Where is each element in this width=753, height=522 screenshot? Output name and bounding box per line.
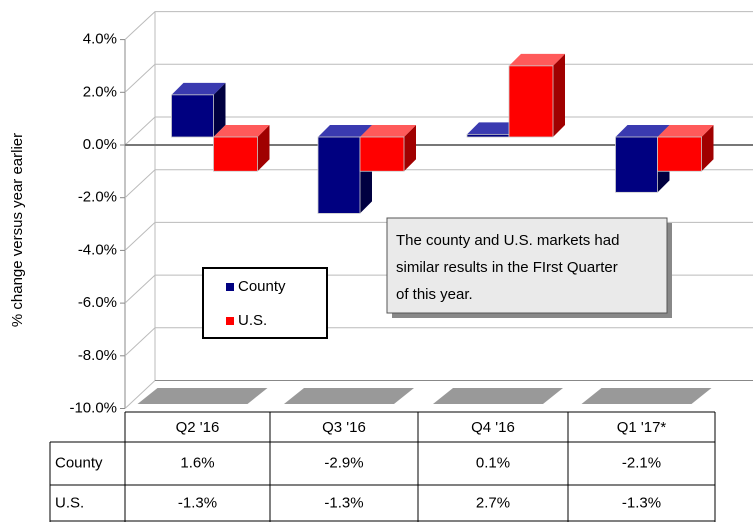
x-tick-label: Q2 '16 bbox=[176, 419, 220, 436]
table-row-label: County bbox=[55, 454, 103, 471]
y-tick-label: 0.0% bbox=[83, 136, 117, 153]
annotation-text: similar results in the FIrst Quarter bbox=[396, 259, 618, 276]
bar-top bbox=[360, 125, 416, 137]
bar-top bbox=[615, 125, 670, 137]
bar bbox=[359, 125, 416, 172]
bar-front bbox=[171, 94, 214, 138]
y-tick-label: 2.0% bbox=[83, 83, 117, 100]
annotation-text: The county and U.S. markets had bbox=[396, 232, 619, 249]
bar-side bbox=[404, 125, 416, 172]
y-tick-label: -2.0% bbox=[78, 189, 117, 206]
bar-top bbox=[657, 125, 714, 137]
legend-label: County bbox=[238, 278, 286, 295]
legend-swatch bbox=[226, 317, 234, 325]
grid-line bbox=[124, 169, 753, 199]
table-cell: 0.1% bbox=[476, 454, 510, 471]
legend-box bbox=[202, 267, 328, 339]
bar-front bbox=[317, 136, 361, 214]
bar-side bbox=[213, 82, 226, 137]
floor-shadow bbox=[433, 388, 563, 404]
bar bbox=[508, 53, 565, 138]
legend-label: U.S. bbox=[238, 312, 267, 329]
bar-top bbox=[467, 122, 521, 135]
bar-top bbox=[171, 82, 226, 95]
y-tick-label: 4.0% bbox=[83, 31, 117, 48]
bar-side bbox=[553, 53, 565, 138]
bar bbox=[213, 125, 270, 172]
bar bbox=[615, 125, 670, 193]
bar-top bbox=[509, 53, 565, 66]
table-cell: -2.9% bbox=[324, 454, 363, 471]
table-cell: -1.3% bbox=[622, 494, 661, 511]
bar-front bbox=[213, 136, 258, 172]
annotation-box bbox=[386, 217, 668, 314]
x-tick-label: Q4 '16 bbox=[471, 419, 515, 436]
bar-front bbox=[359, 136, 405, 172]
bar-front bbox=[466, 133, 510, 138]
bar-side bbox=[701, 125, 714, 172]
legend-swatch bbox=[226, 283, 234, 291]
table-cell: -1.3% bbox=[178, 494, 217, 511]
bar-side bbox=[257, 125, 270, 172]
floor-shadow bbox=[581, 388, 712, 404]
annotation-text: of this year. bbox=[396, 286, 473, 303]
grid-line bbox=[124, 11, 753, 40]
bar bbox=[657, 125, 714, 172]
y-tick-label: -10.0% bbox=[69, 399, 117, 416]
bar bbox=[171, 82, 226, 138]
bar-front bbox=[615, 136, 658, 193]
bar-front bbox=[657, 136, 702, 172]
floor-shadow bbox=[137, 388, 268, 404]
bar-front bbox=[508, 65, 554, 138]
table-row-label: U.S. bbox=[55, 494, 84, 511]
x-tick-label: Q1 '17* bbox=[617, 419, 667, 436]
table-cell: -1.3% bbox=[324, 494, 363, 511]
bar-top bbox=[318, 125, 372, 137]
table-cell: 2.7% bbox=[476, 494, 510, 511]
y-tick-label: -6.0% bbox=[78, 294, 117, 311]
y-tick-label: -8.0% bbox=[78, 347, 117, 364]
grid-line bbox=[124, 327, 753, 357]
x-tick-label: Q3 '16 bbox=[322, 419, 366, 436]
table-cell: 1.6% bbox=[180, 454, 214, 471]
y-tick-label: -4.0% bbox=[78, 241, 117, 258]
floor-shadow bbox=[284, 388, 414, 404]
table-cell: -2.1% bbox=[622, 454, 661, 471]
bar-top bbox=[213, 125, 270, 137]
y-axis-label: % change versus year earlier bbox=[9, 133, 26, 327]
